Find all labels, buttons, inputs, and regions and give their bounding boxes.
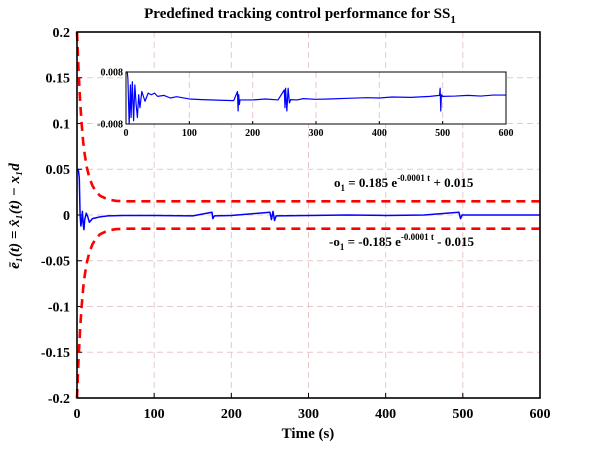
main-series — [75, 31, 540, 399]
x-tick-label: 200 — [221, 407, 242, 422]
x-tick-label: 200 — [245, 128, 260, 139]
y-tick-label: -0.2 — [48, 392, 70, 407]
y-tick-label: 0.05 — [46, 163, 71, 178]
y-tick-label: -0.05 — [41, 255, 70, 270]
x-tick-label: 500 — [435, 128, 450, 139]
main-plot-frame — [76, 31, 541, 399]
chart-title: Predefined tracking control performance … — [144, 6, 456, 26]
main-ticks: 0 100 200 300 400 500 600 0.2 0.15 0.1 0.05 0 -0.05 -… — [41, 26, 551, 422]
inset-series — [126, 71, 506, 125]
y-tick-label: 0.15 — [46, 72, 71, 87]
main-series-line-0 — [77, 168, 540, 231]
x-tick-label: 100 — [144, 407, 165, 422]
lower-bound-annotation: -o1 = -0.185 e-0.0001 t - 0.015 — [329, 232, 474, 252]
x-tick-label: 400 — [375, 407, 396, 422]
y-tick-label: -0.1 — [48, 300, 70, 315]
chart-title-subscript: 1 — [450, 14, 456, 26]
x-tick-label: 500 — [452, 407, 473, 422]
main-series-line-1 — [75, 31, 540, 203]
x-tick-label: 300 — [309, 128, 324, 139]
y-axis-label: ē₁(t) = x̂₁(t) − x₁d — [7, 163, 23, 269]
x-tick-label: 0 — [124, 128, 129, 139]
y-tick-label: -0.008 — [97, 120, 123, 131]
inset-plot-frame — [125, 71, 507, 125]
main-series-line-2 — [75, 227, 540, 399]
y-tick-label: 0.2 — [53, 26, 71, 41]
chart-title-main: Predefined tracking control performance … — [144, 6, 450, 22]
x-tick-label: 600 — [530, 407, 551, 422]
x-tick-label: 0 — [74, 407, 81, 422]
x-tick-label: 100 — [182, 128, 197, 139]
x-tick-label: 600 — [499, 128, 514, 139]
x-tick-label: 300 — [298, 407, 319, 422]
x-tick-label: 400 — [372, 128, 387, 139]
y-tick-label: 0 — [63, 209, 70, 224]
y-tick-label: 0.008 — [101, 68, 124, 79]
upper-bound-annotation: o1 = 0.185 e-0.0001 t + 0.015 — [334, 173, 474, 193]
y-tick-label: 0.1 — [53, 117, 71, 132]
inset-series-line-0 — [126, 71, 506, 125]
y-tick-label: -0.15 — [41, 346, 70, 361]
x-axis-label: Time (s) — [282, 426, 335, 442]
